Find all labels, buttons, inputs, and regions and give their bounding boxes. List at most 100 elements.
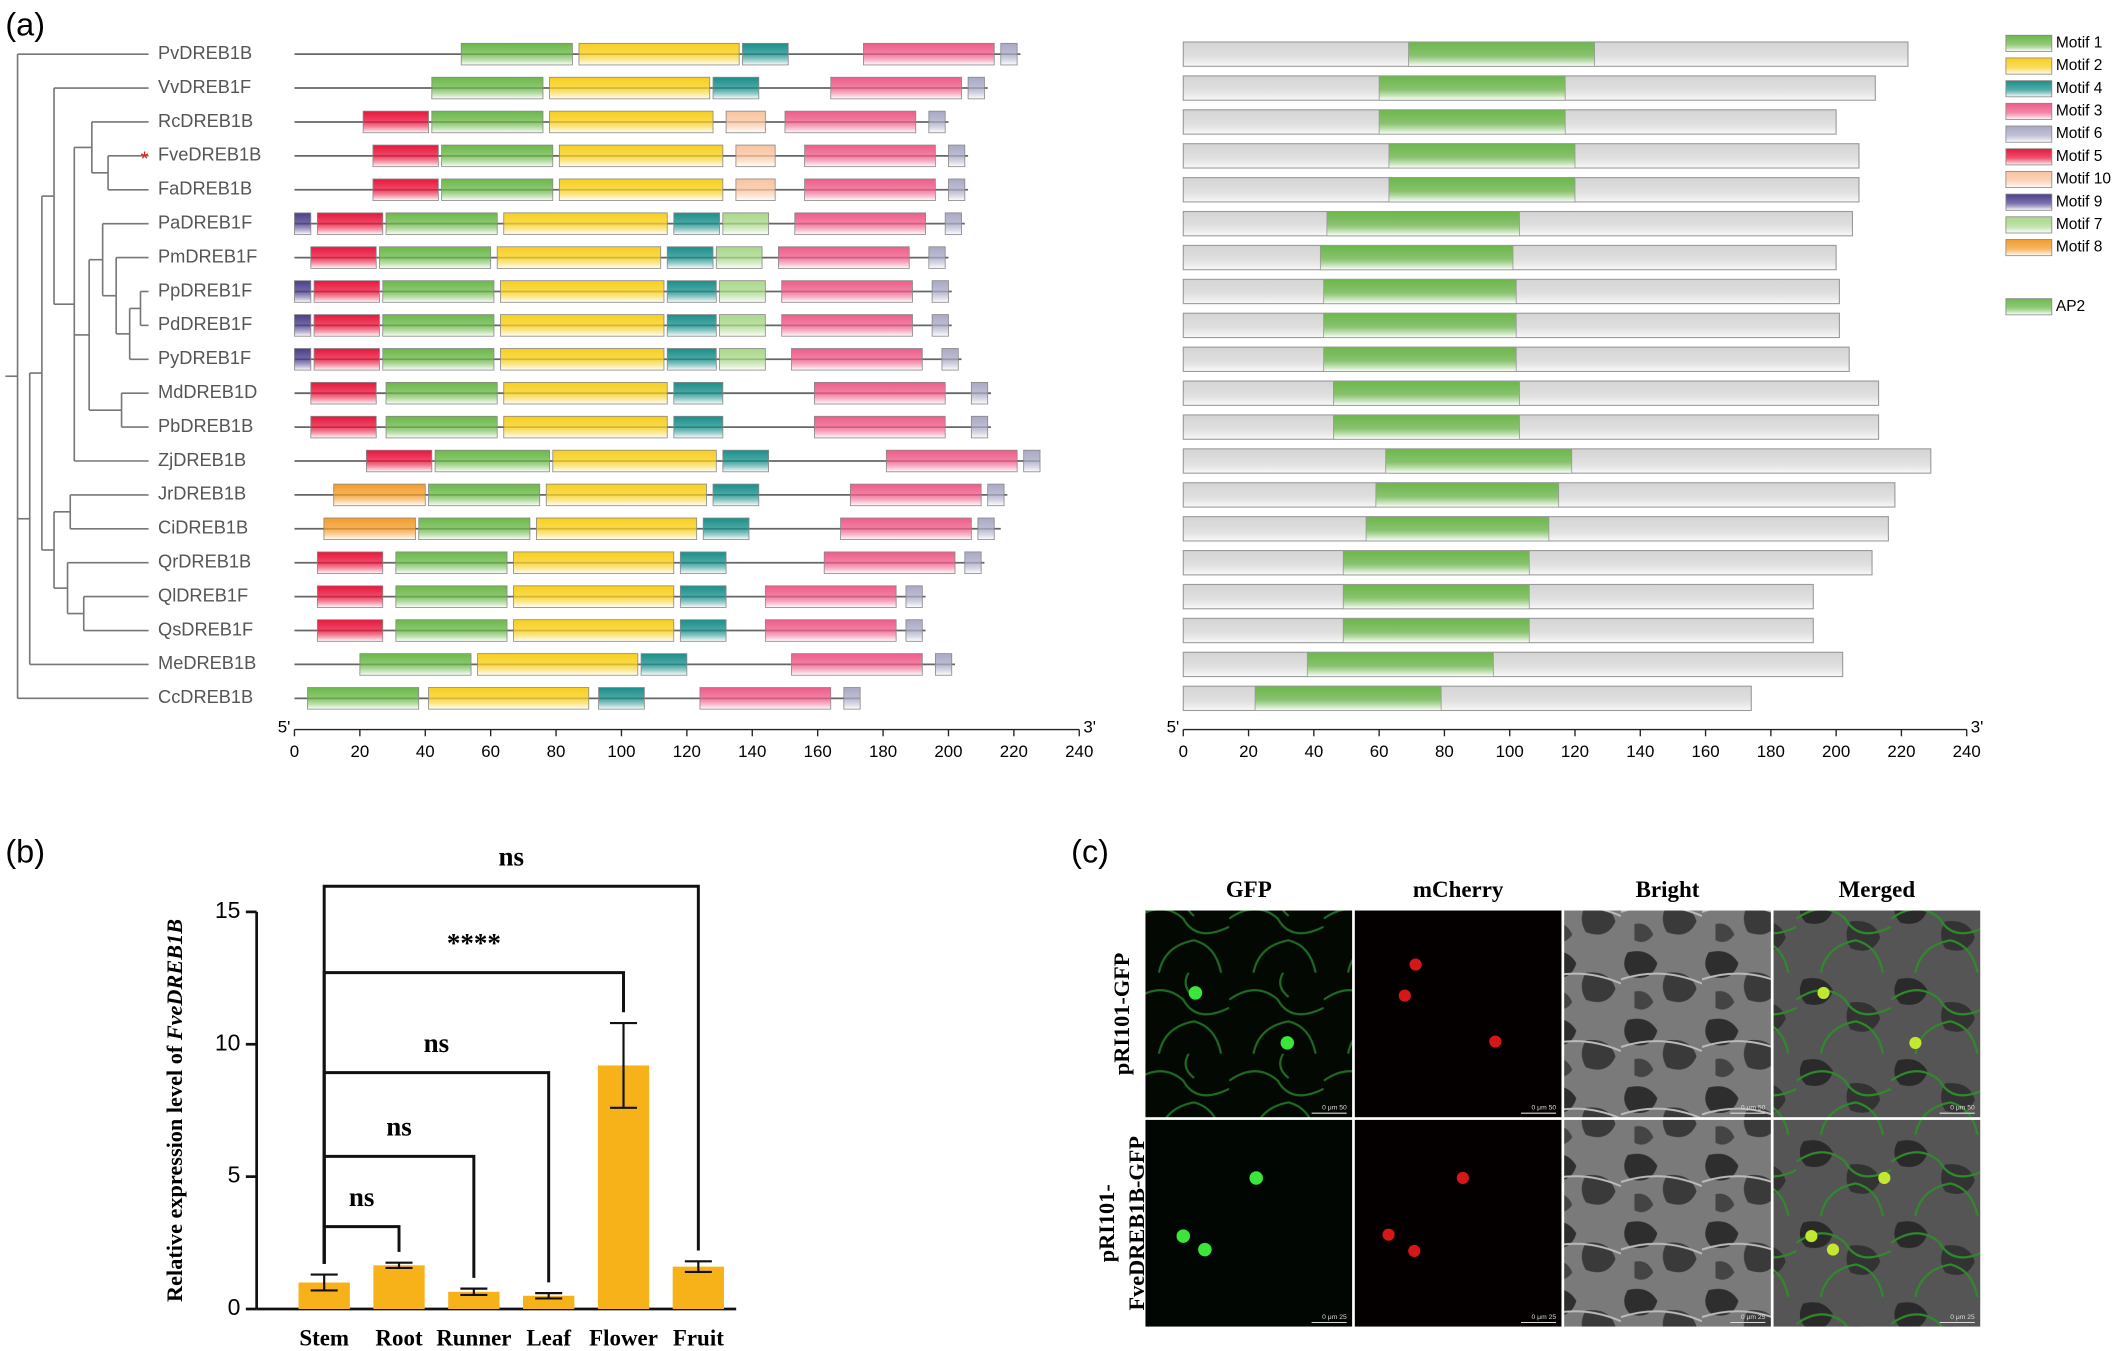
motif-box	[382, 314, 495, 337]
scale-label: 0 μm 50	[1950, 1105, 1975, 1112]
scale-label: 0 μm 50	[1322, 1105, 1347, 1112]
five-prime: 5'	[1167, 718, 1180, 737]
motif-box	[840, 517, 972, 541]
motif-box	[316, 551, 384, 574]
motif-box	[778, 246, 910, 269]
motif-box	[987, 483, 1005, 507]
gene-label: RcDREB1B	[158, 110, 253, 131]
motif-box	[313, 314, 380, 337]
micrograph	[1354, 1119, 1562, 1327]
motif-box	[673, 212, 720, 235]
motif-box	[503, 212, 668, 235]
motif-box	[1023, 449, 1041, 473]
motif-box	[496, 246, 662, 269]
motif-box	[316, 212, 384, 235]
ap2-domain	[1323, 278, 1517, 305]
nucleus	[1188, 986, 1203, 1000]
scale-label: 0 μm 25	[1741, 1314, 1766, 1321]
x-tick-label: 240	[1953, 742, 1981, 761]
motif-box	[849, 483, 982, 507]
x-tick-label: 180	[1757, 742, 1785, 761]
significance-bracket	[322, 1225, 401, 1264]
y-axis-label: Relative expression level of FveDREB1B	[162, 919, 187, 1302]
nucleus	[1826, 1243, 1840, 1256]
bar	[672, 1266, 725, 1310]
motif-box	[941, 348, 959, 371]
motif-box	[764, 585, 897, 608]
motif-box	[513, 551, 675, 574]
significance-bracket	[322, 1071, 551, 1283]
scale-label: 0 μm 50	[1741, 1105, 1766, 1112]
nucleus	[1489, 1035, 1502, 1048]
motif-box	[794, 212, 926, 235]
protein-box	[1182, 414, 1880, 440]
error-bar	[610, 1021, 638, 1109]
motif-box	[712, 76, 760, 100]
legend-label: AP2	[2056, 298, 2085, 315]
motif-box	[503, 381, 668, 405]
motif-box	[366, 449, 433, 473]
legend-label: Motif 4	[2056, 80, 2103, 97]
gene-label: QsDREB1F	[158, 618, 253, 639]
legend-swatch	[2005, 57, 2053, 75]
gene-label: PaDREB1F	[158, 211, 252, 232]
ap2-domain	[1378, 75, 1566, 101]
x-tick-label: 80	[1435, 742, 1454, 761]
motif-box	[679, 619, 727, 642]
motif-box	[928, 246, 946, 269]
motif-box	[513, 585, 675, 608]
motif-box	[944, 212, 962, 235]
motif-box	[294, 280, 312, 303]
error-bar	[535, 1292, 563, 1300]
motif-box	[500, 280, 665, 303]
motif-box	[735, 178, 776, 201]
ap2-domain	[1333, 380, 1520, 406]
column-header: Merged	[1839, 877, 1916, 902]
ap2-domain	[1375, 482, 1560, 508]
x-tick-label: Leaf	[526, 1325, 571, 1350]
motif-box	[558, 178, 724, 201]
motif-box	[719, 314, 766, 337]
legend-label: Motif 1	[2056, 34, 2103, 51]
motif-box	[513, 619, 675, 642]
legend-swatch	[2005, 216, 2053, 234]
nucleus	[1408, 1244, 1421, 1258]
motif-box	[536, 517, 698, 541]
motif-box	[948, 178, 966, 201]
significance-label: ns	[386, 1112, 412, 1142]
motif-box	[431, 76, 544, 100]
motif-box	[549, 76, 711, 100]
five-prime: 5'	[278, 718, 291, 737]
ap2-domain	[1388, 143, 1576, 169]
row-label: pRI101-	[1094, 1184, 1119, 1262]
motif-box	[970, 415, 989, 439]
ap2-domain	[1408, 41, 1595, 67]
error-bar	[385, 1261, 413, 1270]
motif-box	[905, 619, 923, 642]
x-tick-label: 200	[1822, 742, 1850, 761]
column-header: GFP	[1226, 877, 1272, 902]
x-tick-label: 220	[1000, 742, 1028, 761]
legend-swatch	[2005, 239, 2053, 257]
motif-box	[813, 381, 946, 405]
y-tick-label: 15	[215, 897, 241, 923]
motif-box	[823, 551, 956, 574]
motif-box	[977, 517, 995, 541]
legend-label: Motif 6	[2056, 125, 2103, 142]
motif-box	[379, 246, 492, 269]
x-tick-label: Stem	[299, 1325, 349, 1350]
gene-label: PbDREB1B	[158, 415, 253, 436]
legend-label: Motif 8	[2056, 239, 2103, 256]
motif-box	[578, 42, 740, 66]
motif-box	[830, 76, 962, 100]
motif-box	[418, 517, 531, 541]
motif-box	[441, 178, 554, 201]
motif-box	[791, 653, 923, 676]
x-tick-label: 100	[1496, 742, 1524, 761]
gene-label: CiDREB1B	[158, 517, 248, 538]
legend-label: Motif 3	[2056, 103, 2103, 120]
motif-box	[781, 280, 913, 303]
column-header: mCherry	[1413, 877, 1504, 902]
significance-label: ns	[424, 1028, 450, 1058]
motif-box	[843, 687, 861, 710]
